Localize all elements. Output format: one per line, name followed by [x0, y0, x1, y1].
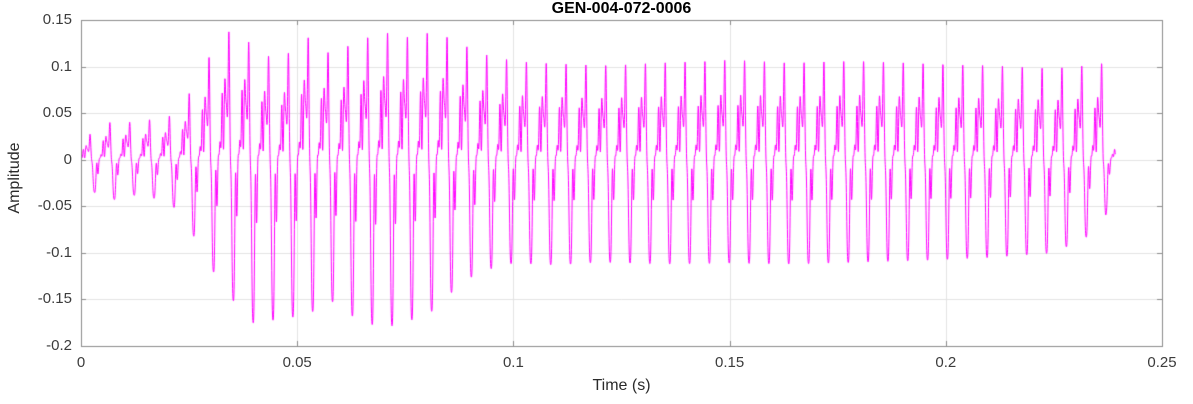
chart-title: GEN-004-072-0006	[551, 0, 692, 17]
x-tick-label: 0	[76, 354, 86, 371]
x-tick-label: 0.05	[282, 354, 312, 371]
x-tick-label: 0.15	[714, 354, 745, 371]
y-tick-label: -0.2	[46, 337, 72, 354]
y-tick-label: -0.1	[46, 243, 72, 261]
y-tick-label: 0	[63, 150, 72, 168]
y-tick-label: -0.05	[37, 197, 72, 215]
y-tick-label: 0.15	[42, 11, 72, 28]
x-tick-label: 0.25	[1147, 354, 1177, 371]
x-axis-label: Time (s)	[592, 377, 651, 394]
x-tick-label: 0.2	[935, 354, 957, 371]
y-tick-label: 0.05	[42, 104, 72, 122]
y-tick-label: -0.15	[37, 290, 72, 308]
x-tick-label: 0.1	[502, 354, 524, 371]
y-tick-label: 0.1	[51, 57, 72, 75]
